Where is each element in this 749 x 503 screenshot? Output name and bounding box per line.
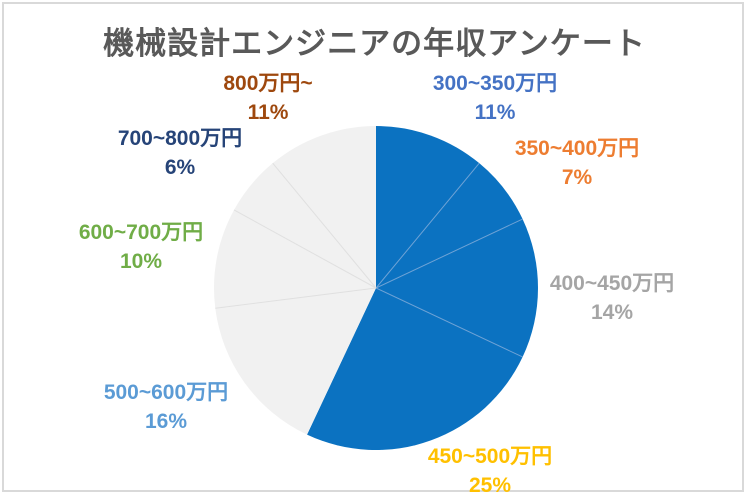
pie-slice — [376, 126, 480, 288]
slice-label-text: 800万円~ — [223, 72, 313, 95]
slice-percent-text: 16% — [144, 410, 188, 433]
slice-percent-text: 11% — [474, 101, 516, 124]
pie-slice — [307, 288, 523, 450]
slice-divider-line — [375, 218, 523, 289]
slice-percent-text: 25% — [468, 474, 512, 497]
slice-divider-line — [272, 162, 377, 289]
slice-divider-line — [375, 287, 523, 358]
pie-slice — [214, 209, 376, 309]
slice-label-text: 350~400万円 — [514, 137, 640, 160]
slice-divider-line — [375, 162, 480, 289]
slice-label-text: 500~600万円 — [103, 381, 229, 404]
slice-label-450-500: 450~500万円 25% — [390, 442, 590, 500]
slice-percent-text: 7% — [561, 166, 593, 189]
pie-slice — [215, 288, 376, 435]
slice-percent-text: 11% — [247, 101, 289, 124]
slice-divider-line — [233, 209, 377, 289]
slice-divider-line — [215, 287, 377, 309]
slice-label-text: 300~350万円 — [432, 72, 558, 95]
slice-label-300-350: 300~350万円 11% — [395, 69, 595, 127]
slice-label-500-600: 500~600万円 16% — [66, 378, 266, 436]
pie-slice — [376, 163, 523, 288]
slice-percent-text: 10% — [119, 250, 163, 273]
slice-label-text: 600~700万円 — [78, 221, 204, 244]
pie-slice — [272, 126, 376, 288]
slice-label-600-700: 600~700万円 10% — [41, 218, 241, 276]
slice-label-text: 700~800万円 — [117, 127, 243, 150]
slice-label-350-400: 350~400万円 7% — [477, 134, 677, 192]
chart-title: 機械設計エンジニアの年収アンケート — [103, 26, 646, 61]
slice-percent-text: 6% — [164, 156, 196, 179]
slice-label-text: 400~450万円 — [549, 272, 675, 295]
slice-label-text: 450~500万円 — [427, 445, 553, 468]
pie-slice — [234, 163, 376, 288]
slice-label-400-450: 400~450万円 14% — [512, 269, 712, 327]
slice-percent-text: 14% — [590, 301, 634, 324]
slice-label-700-800: 700~800万円 6% — [80, 124, 280, 182]
slice-label-800-plus: 800万円~ 11% — [168, 69, 368, 127]
pie-slice — [376, 219, 538, 357]
